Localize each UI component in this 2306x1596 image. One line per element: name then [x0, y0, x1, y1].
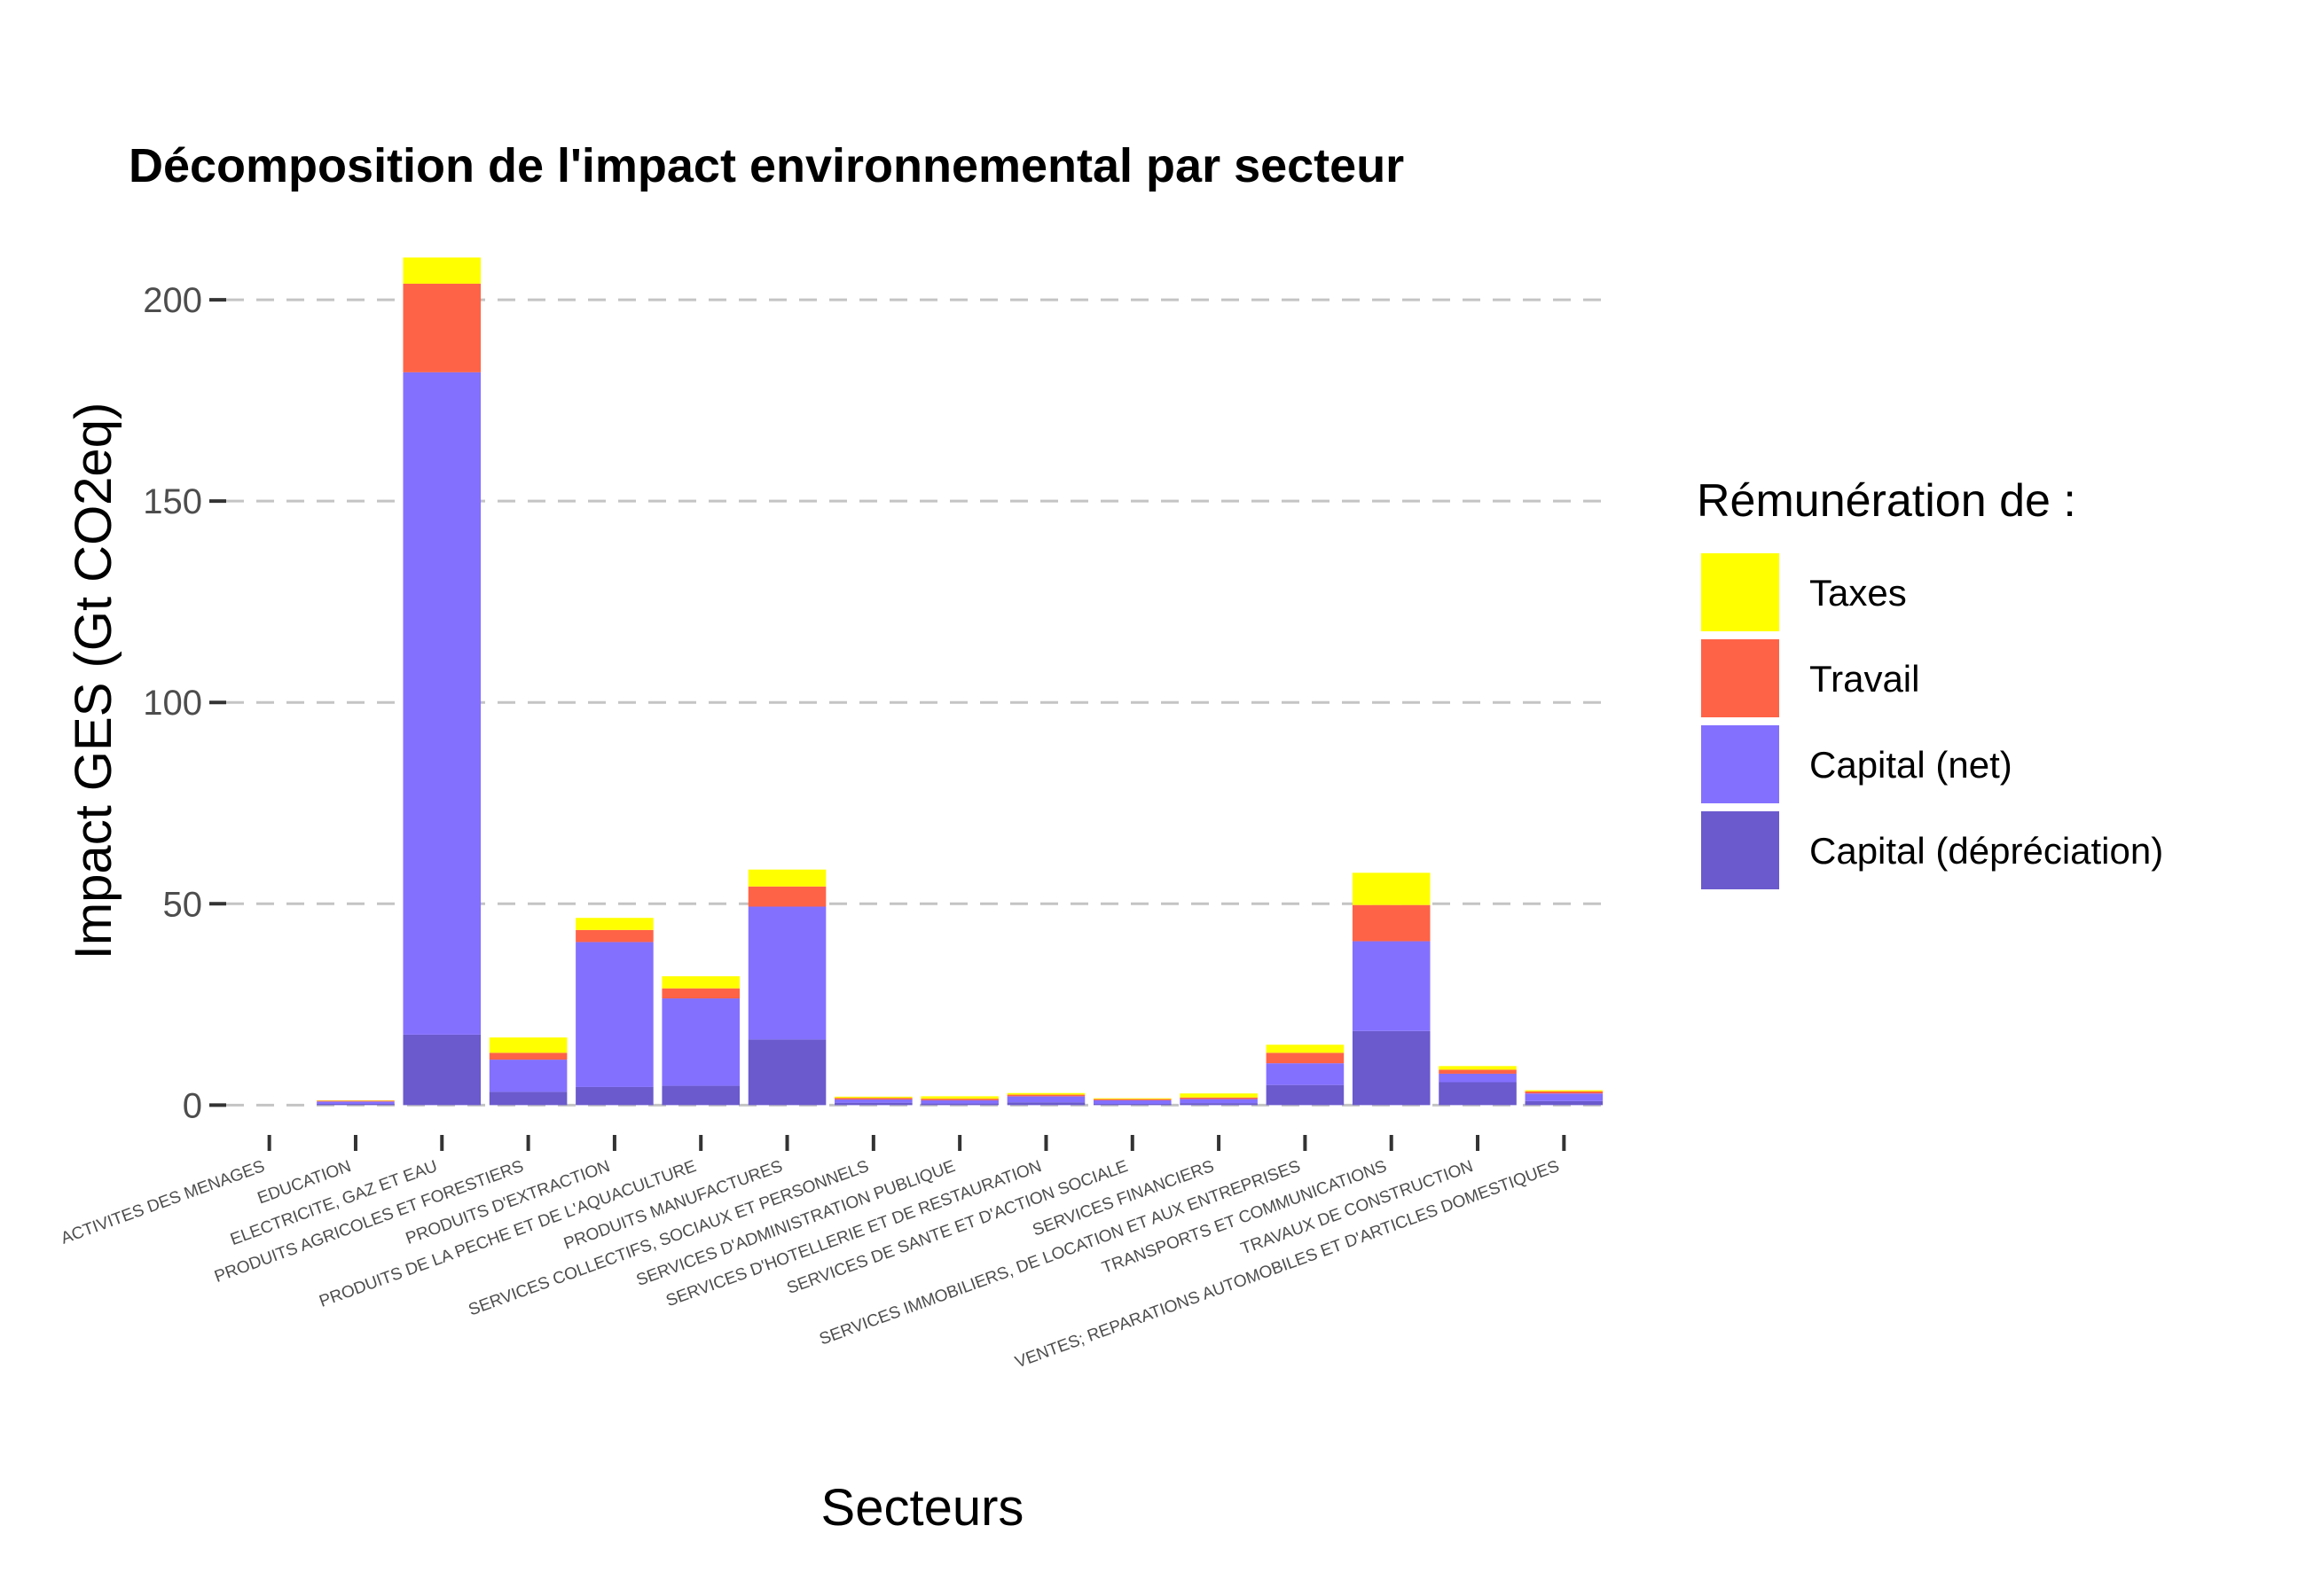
bar-segment	[1266, 1052, 1345, 1064]
bar-segment	[662, 988, 741, 999]
legend-key	[1698, 636, 1783, 721]
legend-label: Taxes	[1809, 572, 1907, 614]
bar-segment	[1352, 872, 1431, 905]
bar-segment	[317, 1101, 395, 1105]
bar-segment	[576, 942, 654, 1087]
bar-segment	[1266, 1044, 1345, 1053]
bar-segment	[489, 1037, 568, 1053]
bar-segment	[1266, 1063, 1345, 1085]
bar-segment	[1007, 1094, 1086, 1097]
bar-segment	[1439, 1066, 1517, 1070]
bar-segment	[1007, 1096, 1086, 1103]
bar-segment	[921, 1099, 999, 1100]
bar-segment	[1525, 1093, 1604, 1101]
bar-segment	[1439, 1069, 1517, 1074]
bar-segment	[317, 1100, 395, 1102]
x-axis-title: Secteurs	[821, 1479, 1024, 1537]
bar-segment	[1180, 1103, 1258, 1106]
bar-segment	[403, 1034, 482, 1106]
y-tick-label: 200	[143, 281, 202, 320]
legend-title: Rémunération de :	[1697, 475, 2076, 527]
bar-segment	[1525, 1100, 1604, 1106]
x-tick-label: VENTES; REPARATIONS AUTOMOBILES ET D'ART…	[1013, 1157, 1562, 1372]
legend-label: Capital (net)	[1809, 744, 2012, 786]
bar-segment	[403, 372, 482, 1035]
bar-segment	[835, 1096, 913, 1099]
y-tick-label: 100	[143, 684, 202, 723]
bar-segment	[1180, 1099, 1258, 1104]
y-tick-label: 0	[183, 1086, 202, 1125]
bars	[317, 257, 1604, 1106]
bar-segment	[489, 1052, 568, 1060]
bar-segment	[748, 1039, 827, 1106]
legend-label: Travail	[1809, 658, 1919, 700]
bar-segment	[403, 283, 482, 372]
bar-segment	[1352, 1030, 1431, 1106]
bar-segment	[1352, 904, 1431, 942]
y-axis-ticks: 0 50 100 150 200	[143, 281, 226, 1125]
legend-label: Capital (dépréciation)	[1809, 830, 2163, 872]
bar-segment	[1439, 1082, 1517, 1106]
bar-segment	[489, 1091, 568, 1106]
bar-segment	[921, 1099, 999, 1104]
bar-segment	[1093, 1099, 1172, 1105]
legend: Rémunération de : Taxes Travail Capital (n…	[1697, 475, 2163, 893]
y-axis-title: Impact GES (Gt CO2eq)	[65, 403, 122, 960]
bar-segment	[1180, 1097, 1258, 1099]
bar-segment	[1007, 1092, 1086, 1095]
bar-segment	[576, 918, 654, 930]
bar-segment	[489, 1060, 568, 1092]
bar-segment	[921, 1096, 999, 1099]
legend-key	[1698, 808, 1783, 893]
y-tick-label: 50	[163, 885, 203, 924]
bar-segment	[317, 1104, 395, 1106]
legend-key	[1698, 550, 1783, 635]
bar-segment	[1266, 1084, 1345, 1106]
bar-segment	[1525, 1091, 1604, 1094]
bar-segment	[748, 886, 827, 907]
legend-key	[1698, 722, 1783, 807]
bar-segment	[835, 1098, 913, 1100]
bar-segment	[1352, 941, 1431, 1031]
bar-segment	[1093, 1099, 1172, 1100]
bar-segment	[835, 1102, 913, 1106]
bar-segment	[403, 257, 482, 284]
bar-segment	[662, 998, 741, 1086]
y-tick-label: 150	[143, 482, 202, 521]
bar-segment	[1439, 1073, 1517, 1083]
bar-segment	[662, 976, 741, 989]
bar-segment	[748, 869, 827, 887]
bar-segment	[1180, 1093, 1258, 1098]
bar-segment	[576, 929, 654, 943]
x-axis-ticks: ACTIVITES DES MENAGESEDUCATIONELECTRICIT…	[59, 1135, 1566, 1372]
bar-segment	[748, 906, 827, 1040]
chart-title: Décomposition de l'impact environnementa…	[129, 139, 1404, 192]
bar-segment	[835, 1099, 913, 1103]
bar-segment	[1093, 1104, 1172, 1106]
bar-segment	[1007, 1102, 1086, 1106]
bar-segment	[921, 1103, 999, 1106]
bar-segment	[662, 1085, 741, 1106]
bar-segment	[576, 1086, 654, 1106]
